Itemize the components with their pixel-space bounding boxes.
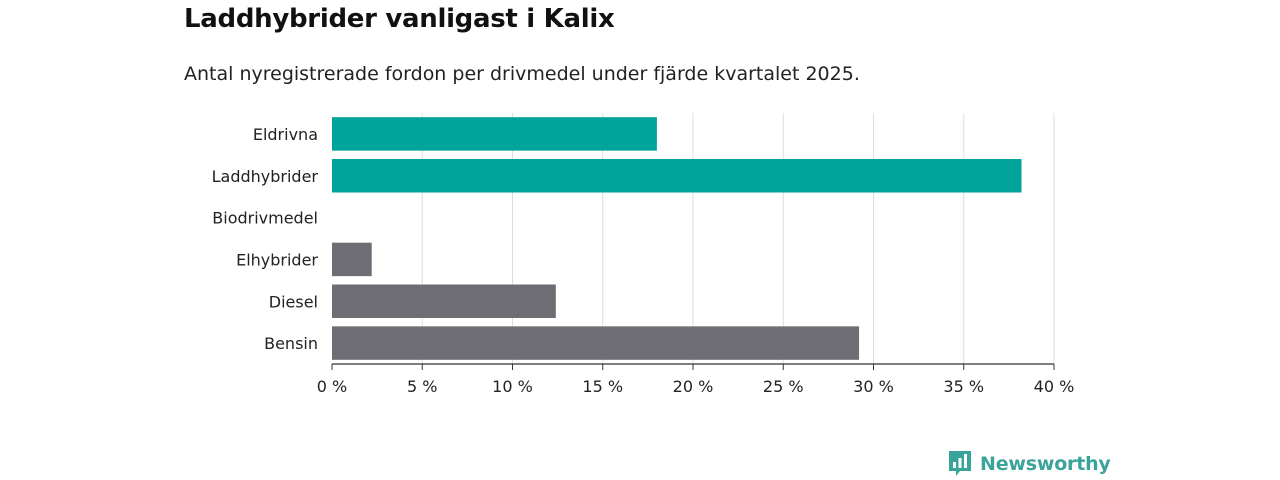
x-tick-label: 30 % [853,377,894,396]
x-tick-label: 40 % [1034,377,1075,396]
chart-title: Laddhybrider vanligast i Kalix [184,4,615,34]
x-tick-label: 25 % [763,377,804,396]
x-tick-label: 10 % [492,377,533,396]
bar-eldrivna [332,117,657,151]
x-tick-label: 35 % [943,377,984,396]
category-labels: Eldrivna Laddhybrider Biodrivmedel Elhybrid… [212,125,319,353]
bar-bensin [332,326,860,360]
newsworthy-brand: Newsworthy [948,450,1111,478]
x-axis: 0 % 5 % 10 % 15 % 20 % 25 % 30 % 35 % 40 % [317,363,1075,396]
bars [332,117,1022,360]
bar-laddhybrider [332,159,1022,193]
category-label: Bensin [264,334,318,353]
category-label: Laddhybrider [212,167,319,186]
category-label: Eldrivna [253,125,318,144]
category-label: Elhybrider [236,250,318,269]
newsworthy-logo-icon [949,451,971,476]
category-label: Biodrivmedel [212,209,318,228]
bar-elhybrider [332,242,372,277]
gridlines [421,113,1055,364]
x-tick-label: 15 % [582,377,623,396]
chart-subtitle: Antal nyregistrerade fordon per drivmede… [184,63,860,85]
category-label: Diesel [269,292,318,311]
x-tick-label: 20 % [673,377,714,396]
bar-diesel [332,284,556,318]
brand-name: Newsworthy [980,453,1111,475]
x-tick-label: 0 % [317,377,347,396]
x-tick-label: 5 % [407,377,437,396]
